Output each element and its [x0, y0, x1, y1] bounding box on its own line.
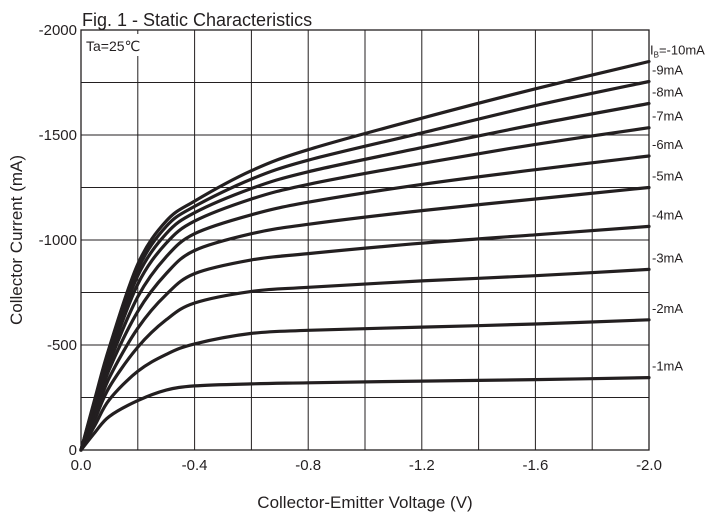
series-label: -5mA: [652, 169, 683, 184]
curve-ib-10mA: [79, 59, 651, 452]
series-label: -4mA: [652, 207, 683, 222]
curve-ib-4mA: [79, 224, 651, 452]
grid: [81, 30, 649, 450]
x-tick-label: -1.6: [522, 457, 548, 474]
y-tick-label: -1500: [39, 127, 77, 144]
x-tick-label: -2.0: [636, 457, 662, 474]
y-tick-labels: 0 -500 -1000 -1500 -2000: [39, 22, 77, 459]
y-tick-label: 0: [69, 442, 77, 459]
series-label: IB=-10mA: [650, 43, 705, 60]
x-tick-label: -0.8: [295, 457, 321, 474]
x-tick-labels: 0.0 -0.4 -0.8 -1.2 -1.6 -2.0: [71, 457, 662, 474]
chart-title: Fig. 1 - Static Characteristics: [82, 10, 312, 30]
curves: [79, 59, 651, 452]
y-axis-label: Collector Current (mA): [7, 155, 26, 325]
y-tick-label: -500: [47, 337, 77, 354]
x-axis-label: Collector-Emitter Voltage (V): [257, 493, 472, 512]
x-tick-label: -0.4: [182, 457, 208, 474]
y-tick-label: -2000: [39, 22, 77, 39]
y-tick-label: -1000: [39, 232, 77, 249]
x-tick-label: -1.2: [409, 457, 435, 474]
x-tick-label: 0.0: [71, 457, 92, 474]
series-label: -9mA: [652, 62, 683, 77]
curve-ib-5mA: [79, 185, 651, 452]
condition-box: [83, 34, 153, 56]
series-label: -8mA: [652, 85, 683, 100]
series-label: -2mA: [652, 301, 683, 316]
series-label: -6mA: [652, 137, 683, 152]
series-label: -1mA: [652, 359, 683, 374]
series-label: -7mA: [652, 109, 683, 124]
plot-frame: [80, 29, 650, 451]
condition-label: Ta=25℃: [86, 38, 140, 54]
curve-ib-2mA: [79, 318, 651, 452]
curve-ib-3mA: [79, 267, 651, 452]
series-labels: -1mA -2mA -3mA -4mA -5mA -6mA -7mA -8mA -9mA IB=-…: [650, 43, 705, 374]
series-label: -3mA: [652, 250, 683, 265]
curve-ib-1mA: [79, 376, 651, 452]
